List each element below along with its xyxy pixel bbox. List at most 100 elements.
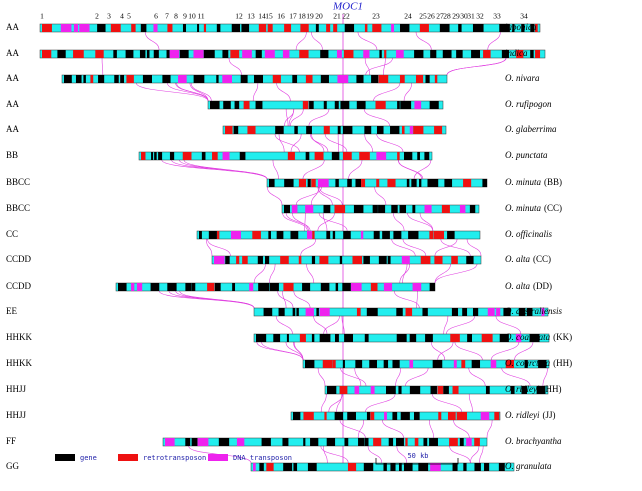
segment (263, 308, 273, 316)
link (190, 82, 212, 102)
gene-number: 11 (197, 12, 204, 21)
gene-number: 4 (120, 12, 124, 21)
segment (459, 438, 464, 446)
genome-label: AA (6, 99, 19, 109)
species-label: O. alta (505, 254, 531, 264)
segment (387, 256, 391, 264)
segment (399, 75, 405, 83)
segment (292, 308, 296, 316)
species-label: O. ridleyi (505, 410, 540, 420)
segment (515, 334, 522, 342)
segment (232, 283, 236, 291)
segment (376, 152, 387, 160)
segment (364, 438, 369, 446)
genome-label: BBCC (6, 177, 30, 187)
segment (178, 75, 187, 83)
segment (125, 50, 134, 58)
link (168, 290, 255, 309)
segment (521, 24, 525, 32)
segment (366, 412, 371, 420)
segment (452, 463, 458, 471)
link (295, 186, 322, 206)
segment (382, 231, 390, 239)
genome-label: AA (6, 124, 19, 134)
legend-swatch (118, 454, 138, 461)
link (282, 212, 308, 232)
segment (449, 438, 458, 446)
gene-number: 10 (188, 12, 196, 21)
segment (136, 283, 143, 291)
segment (366, 308, 378, 316)
link (319, 186, 343, 206)
segment (417, 152, 420, 160)
link (308, 108, 330, 127)
segment (222, 152, 230, 160)
link (437, 341, 454, 361)
segment (151, 152, 154, 160)
link (468, 367, 486, 387)
species-label: O. officinalis (505, 229, 552, 239)
segment (425, 334, 433, 342)
segment (296, 308, 299, 316)
segment (369, 360, 377, 368)
segment (524, 360, 528, 368)
segment (333, 24, 338, 32)
link (274, 133, 300, 153)
segment (326, 231, 331, 239)
segment (241, 24, 250, 32)
segment (242, 256, 248, 264)
segment (384, 412, 387, 420)
link (256, 341, 304, 361)
legend-label: retrotransposon (143, 454, 206, 462)
segment (193, 50, 204, 58)
species-label: indica (505, 48, 528, 58)
segment (268, 231, 271, 239)
link (348, 159, 363, 180)
segment (425, 75, 430, 83)
segment (146, 50, 150, 58)
segment (110, 24, 121, 32)
segment (42, 50, 52, 58)
segment (334, 334, 339, 342)
segment (535, 50, 541, 58)
segment (280, 256, 289, 264)
segment (474, 463, 481, 471)
species-label: O. coarctata (505, 332, 551, 342)
gene-number: 12 (235, 12, 243, 21)
gene-number: 14 (258, 12, 266, 21)
segment (383, 360, 389, 368)
link (158, 290, 255, 309)
segment (526, 308, 533, 316)
segment (258, 283, 270, 291)
link (323, 445, 328, 464)
segment (392, 412, 398, 420)
segment (399, 463, 402, 471)
species-suffix: (CC) (533, 254, 551, 264)
segment (290, 231, 299, 239)
link (470, 445, 480, 464)
segment (311, 334, 315, 342)
link (300, 238, 317, 257)
segment (456, 412, 468, 420)
segment (191, 283, 196, 291)
link (293, 341, 304, 361)
segment (310, 438, 319, 446)
link (207, 238, 231, 257)
segment (396, 50, 404, 58)
segment (266, 463, 274, 471)
segment (282, 50, 290, 58)
link (429, 419, 434, 439)
segment (169, 50, 180, 58)
segment (372, 205, 378, 213)
genome-label: CCDD (6, 281, 32, 291)
segment (166, 50, 170, 58)
segment (344, 334, 353, 342)
segment (337, 75, 349, 83)
segment (355, 360, 363, 368)
segment (273, 334, 281, 342)
link (261, 341, 304, 361)
link (486, 419, 493, 439)
segment (73, 50, 84, 58)
segment (126, 75, 134, 83)
segment (364, 126, 372, 134)
